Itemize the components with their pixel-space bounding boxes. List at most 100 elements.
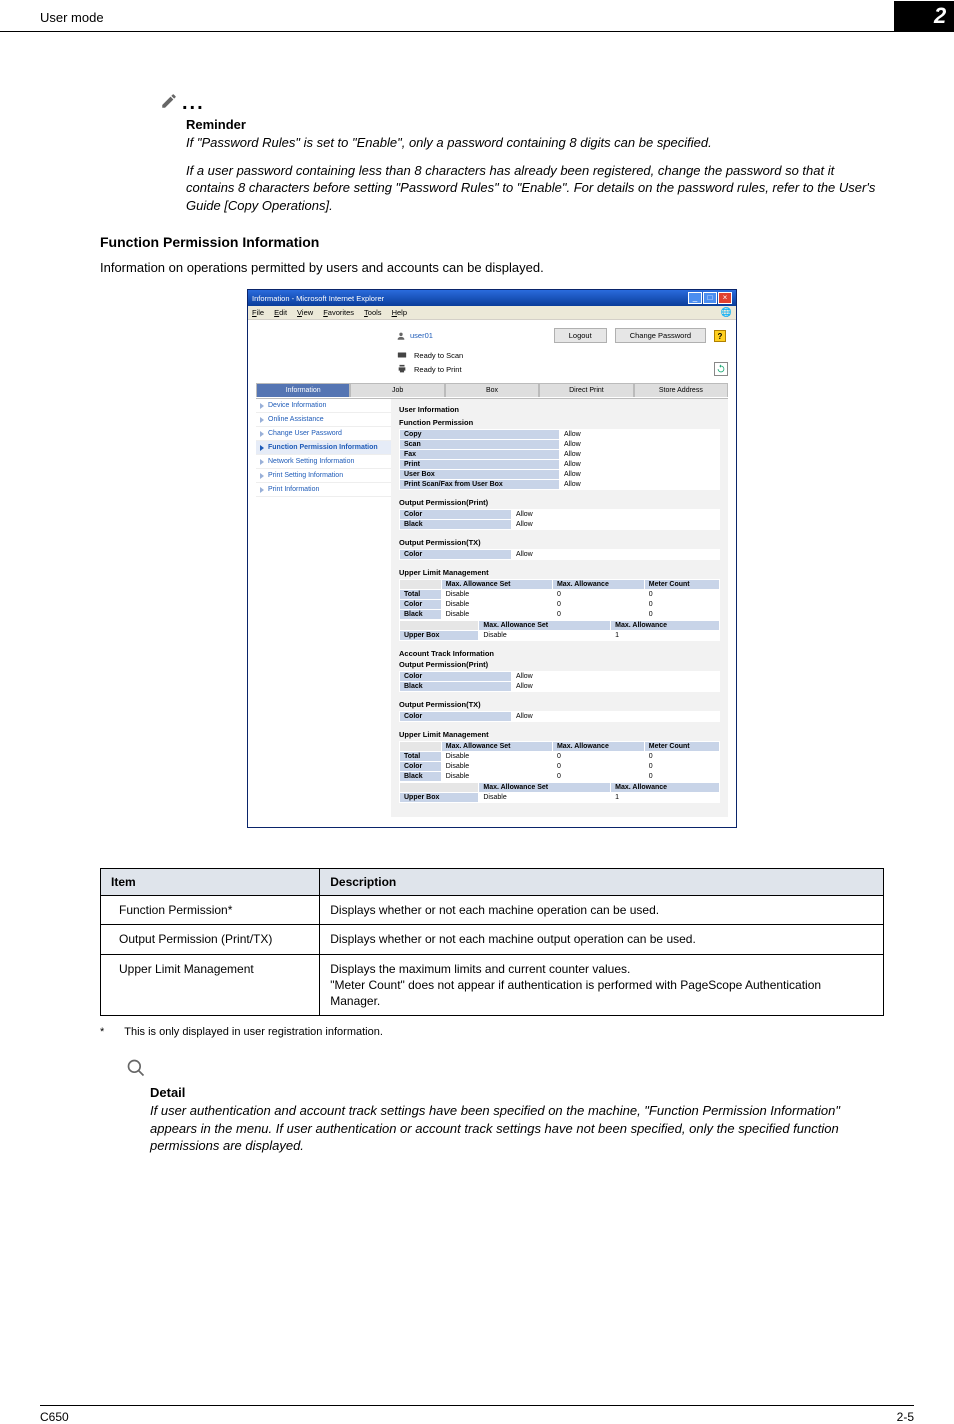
- tab-bar: InformationJobBoxDirect PrintStore Addre…: [256, 383, 728, 397]
- menu-file[interactable]: File: [252, 308, 264, 317]
- reminder-p2: If a user password containing less than …: [160, 162, 884, 215]
- footnote: * This is only displayed in user registr…: [100, 1026, 884, 1038]
- section-heading: Function Permission Information: [100, 234, 884, 250]
- triangle-icon: [260, 431, 264, 437]
- logout-button[interactable]: Logout: [554, 328, 607, 343]
- menu-edit[interactable]: Edit: [274, 308, 287, 317]
- footer-model: C650: [40, 1410, 69, 1424]
- menu-tools[interactable]: Tools: [364, 308, 382, 317]
- upper-limit-table-2: Max. Allowance SetMax. AllowanceMeter Co…: [399, 741, 720, 782]
- out-print-heading: Output Permission(Print): [399, 498, 720, 507]
- menubar: File Edit View Favorites Tools Help 🌐: [248, 306, 736, 320]
- print-status-row: Ready to Print: [256, 361, 728, 377]
- upper-limit-table: Max. Allowance SetMax. AllowanceMeter Co…: [399, 579, 720, 620]
- triangle-icon: [260, 445, 264, 451]
- user-info-heading: User Information: [399, 405, 720, 414]
- change-password-button[interactable]: Change Password: [615, 328, 706, 343]
- col-description: Description: [320, 869, 884, 896]
- sidebar-item[interactable]: Change User Password: [256, 427, 391, 441]
- ie-logo-icon: 🌐: [721, 307, 732, 318]
- reminder-label: Reminder: [160, 117, 884, 132]
- printer-icon: [396, 364, 408, 374]
- table-row: PrintAllow: [400, 460, 720, 470]
- detail-text: If user authentication and account track…: [150, 1102, 884, 1155]
- screenshot-container: Information - Microsoft Internet Explore…: [100, 289, 884, 828]
- tab-information[interactable]: Information: [256, 383, 350, 397]
- chapter-number: 2: [894, 1, 954, 31]
- output-tx-table-2: ColorAllow: [399, 711, 720, 722]
- description-table: Item Description Function Permission*Dis…: [100, 868, 884, 1016]
- sidebar-item[interactable]: Print Setting Information: [256, 469, 391, 483]
- out-tx-heading-2: Output Permission(TX): [399, 700, 720, 709]
- table-row: TotalDisable00: [400, 752, 720, 762]
- close-icon[interactable]: ×: [718, 292, 732, 304]
- scan-status-text: Ready to Scan: [414, 351, 463, 360]
- detail-block: Detail If user authentication and accoun…: [150, 1058, 884, 1155]
- footnote-mark: *: [100, 1026, 104, 1038]
- table-row: Output Permission (Print/TX)Displays whe…: [101, 925, 884, 954]
- table-row: FaxAllow: [400, 450, 720, 460]
- sidebar-item[interactable]: Online Assistance: [256, 413, 391, 427]
- sidebar-item[interactable]: Function Permission Information: [256, 441, 391, 455]
- out-tx-heading: Output Permission(TX): [399, 538, 720, 547]
- detail-label: Detail: [150, 1085, 884, 1100]
- main-panel: User Information Function Permission Cop…: [391, 399, 728, 817]
- table-row: ColorAllow: [400, 712, 720, 722]
- out-print-heading-2: Output Permission(Print): [399, 660, 720, 669]
- function-permission-table: CopyAllowScanAllowFaxAllowPrintAllowUser…: [399, 429, 720, 490]
- table-row: Max. Allowance SetMax. AllowanceMeter Co…: [400, 742, 720, 752]
- section-intro: Information on operations permitted by u…: [100, 260, 884, 275]
- tab-direct-print[interactable]: Direct Print: [539, 383, 633, 397]
- table-header-row: Item Description: [101, 869, 884, 896]
- table-row: BlackAllow: [400, 682, 720, 692]
- tab-box[interactable]: Box: [445, 383, 539, 397]
- table-row: Upper Limit ManagementDisplays the maxim…: [101, 954, 884, 1016]
- refresh-icon[interactable]: [714, 362, 728, 376]
- user-bar: user01 Logout Change Password ?: [256, 326, 728, 349]
- menu-help[interactable]: Help: [392, 308, 407, 317]
- help-icon[interactable]: ?: [714, 330, 726, 342]
- col-item: Item: [101, 869, 320, 896]
- table-row: Function Permission*Displays whether or …: [101, 896, 884, 925]
- table-row: TotalDisable00: [400, 590, 720, 600]
- triangle-icon: [260, 487, 264, 493]
- menu-view[interactable]: View: [297, 308, 313, 317]
- window-title: Information - Microsoft Internet Explore…: [252, 294, 384, 303]
- pencil-icon: [160, 92, 178, 115]
- dots-icon: ...: [182, 92, 205, 114]
- table-row: User BoxAllow: [400, 470, 720, 480]
- table-row: Max. Allowance SetMax. Allowance: [400, 783, 720, 793]
- tab-job[interactable]: Job: [350, 383, 444, 397]
- triangle-icon: [260, 473, 264, 479]
- upper-box-table-2: Max. Allowance SetMax. AllowanceUpper Bo…: [399, 782, 720, 803]
- table-row: BlackDisable00: [400, 772, 720, 782]
- menu-favorites[interactable]: Favorites: [323, 308, 354, 317]
- sidebar-item[interactable]: Device Information: [256, 399, 391, 413]
- sidebar-item[interactable]: Print Information: [256, 483, 391, 497]
- print-status-text: Ready to Print: [414, 365, 462, 374]
- window-buttons: _ □ ×: [688, 292, 732, 304]
- reminder-p1: If "Password Rules" is set to "Enable", …: [160, 134, 884, 152]
- tab-store-address[interactable]: Store Address: [634, 383, 728, 397]
- output-tx-table: ColorAllow: [399, 549, 720, 560]
- maximize-icon[interactable]: □: [703, 292, 717, 304]
- window-titlebar: Information - Microsoft Internet Explore…: [248, 290, 736, 306]
- reminder-block: ... Reminder If "Password Rules" is set …: [160, 92, 884, 214]
- table-row: ColorAllow: [400, 510, 720, 520]
- table-row: BlackDisable00: [400, 610, 720, 620]
- func-perm-heading: Function Permission: [399, 418, 720, 427]
- table-row: ColorAllow: [400, 672, 720, 682]
- table-row: Upper BoxDisable1: [400, 793, 720, 803]
- footnote-text: This is only displayed in user registrat…: [124, 1026, 383, 1038]
- ie-window: Information - Microsoft Internet Explore…: [247, 289, 737, 828]
- output-print-table-2: ColorAllowBlackAllow: [399, 671, 720, 692]
- output-print-table: ColorAllowBlackAllow: [399, 509, 720, 530]
- triangle-icon: [260, 403, 264, 409]
- user-name: user01: [410, 331, 433, 340]
- minimize-icon[interactable]: _: [688, 292, 702, 304]
- table-row: Upper BoxDisable1: [400, 631, 720, 641]
- user-icon: [396, 331, 406, 341]
- sidebar: Device InformationOnline AssistanceChang…: [256, 399, 391, 817]
- sidebar-item[interactable]: Network Setting Information: [256, 455, 391, 469]
- scan-status-row: Ready to Scan: [256, 349, 728, 361]
